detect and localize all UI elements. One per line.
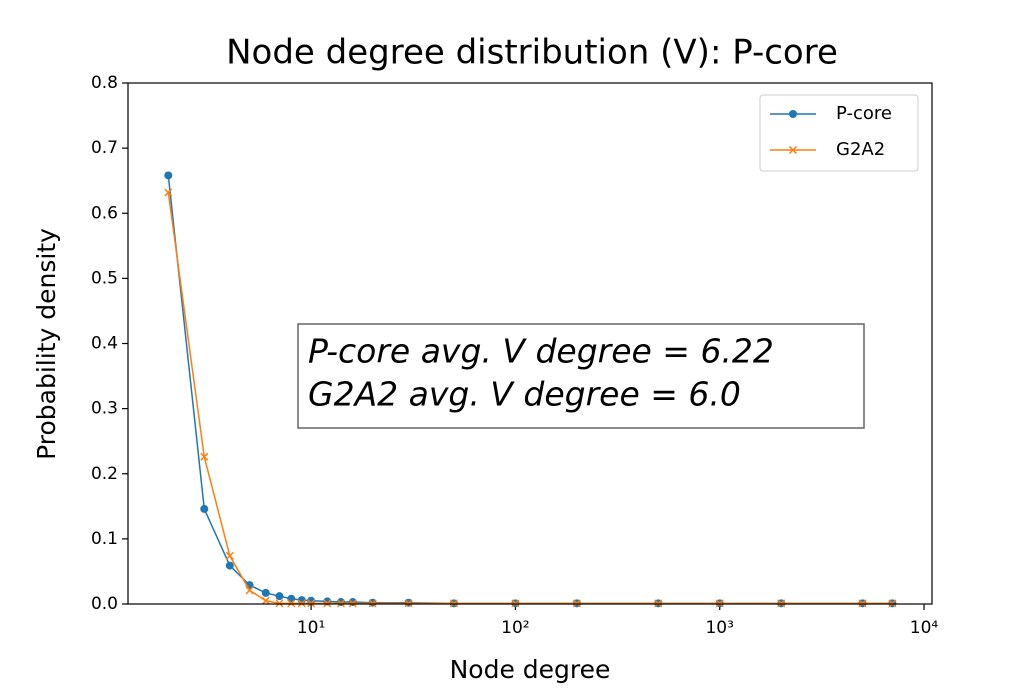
- point: [336, 598, 345, 607]
- point: [858, 599, 867, 608]
- y-tick-label: 0.2: [91, 464, 118, 484]
- point: [245, 586, 254, 595]
- point: [368, 599, 377, 608]
- point: [449, 599, 458, 608]
- series-line: [167, 192, 893, 605]
- point: [572, 599, 581, 608]
- y-tick-label: 0.3: [91, 399, 118, 419]
- y-tick-label: 0.0: [91, 594, 118, 614]
- point: [164, 188, 173, 197]
- point: [777, 599, 786, 608]
- point: [307, 599, 316, 608]
- legend-label: P-core: [836, 103, 892, 124]
- y-tick-label: 0.8: [91, 73, 118, 93]
- point: [654, 599, 663, 608]
- plot-frame: [127, 82, 933, 605]
- legend-marker: [789, 110, 797, 118]
- y-tick-label: 0.5: [91, 268, 118, 288]
- y-axis-label: Probability density: [32, 228, 61, 460]
- point: [275, 599, 284, 608]
- point: [275, 592, 284, 601]
- x-tick-label: 10¹: [297, 618, 325, 638]
- point: [715, 599, 724, 608]
- point: [164, 171, 173, 180]
- point: [297, 599, 306, 608]
- point: [404, 599, 413, 608]
- x-tick-label: 10²: [501, 618, 529, 638]
- annotation-box: [297, 323, 865, 429]
- point: [336, 599, 345, 608]
- annotation-text: G2A2 avg. V degree = 6.0: [308, 375, 741, 414]
- point: [200, 452, 209, 461]
- point: [323, 599, 332, 608]
- x-tick-label: 10⁴: [910, 618, 939, 638]
- point: [200, 504, 209, 513]
- point: [261, 596, 270, 605]
- point: [348, 599, 357, 608]
- legend-label: G2A2: [836, 139, 885, 160]
- y-tick-label: 0.1: [91, 529, 118, 549]
- y-tick-label: 0.4: [91, 334, 118, 354]
- point: [225, 561, 234, 570]
- y-tick-label: 0.6: [91, 203, 118, 223]
- point: [261, 588, 270, 597]
- annotation-text: P-core avg. V degree = 6.22: [308, 332, 774, 371]
- point: [348, 598, 357, 607]
- y-tick-label: 0.7: [91, 138, 118, 158]
- point: [511, 599, 520, 608]
- point: [888, 599, 897, 608]
- x-tick-label: 10³: [705, 618, 733, 638]
- chart-title: Node degree distribution (V): P-core: [226, 33, 838, 73]
- x-axis-label: Node degree: [450, 655, 611, 684]
- point: [287, 599, 296, 608]
- legend-marker: [788, 145, 798, 155]
- point: [225, 551, 234, 560]
